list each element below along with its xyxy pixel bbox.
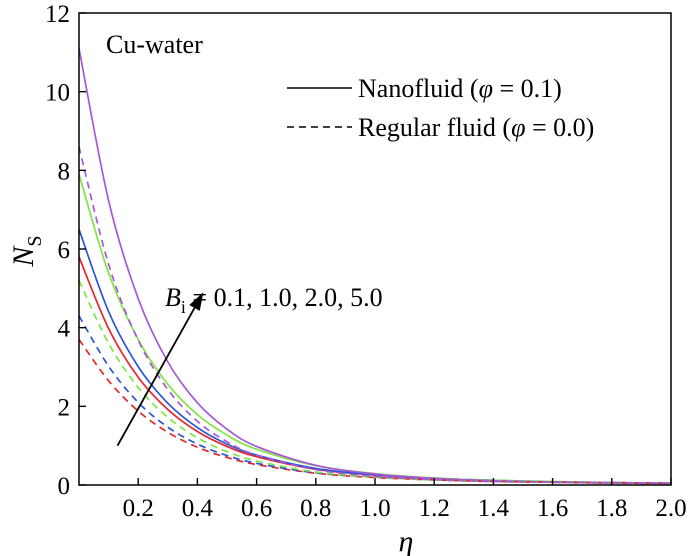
x-tick-label: 2.0 xyxy=(655,495,686,522)
series-line-bi-5-0-dashed xyxy=(78,146,672,485)
y-tick-label: 0 xyxy=(58,473,71,500)
y-tick-label: 8 xyxy=(58,158,71,185)
bi-arrow xyxy=(116,292,204,447)
bi-annotation-symbol: B xyxy=(165,283,181,312)
y-tick-label: 4 xyxy=(58,316,71,343)
panel-label: Cu-water xyxy=(106,30,203,59)
legend-label-regular-prefix: Regular fluid ( xyxy=(358,113,511,142)
y-tick-label: 6 xyxy=(58,237,71,264)
ticks-layer: 0.2 0.4 0.6 0.8 1.0 1.2 1.4 1.6 1.8 2.0 0 2 4 6 8 10 12 xyxy=(45,1,687,522)
legend-label-regular-symbol: φ xyxy=(511,113,525,142)
x-axis-title: η xyxy=(399,525,414,556)
y-tick-label: 12 xyxy=(45,1,70,28)
y-tick-label: 10 xyxy=(45,80,70,107)
legend-label-nanofluid: Nanofluid (φ = 0.1) xyxy=(358,74,562,103)
legend-label-nanofluid-symbol: φ xyxy=(479,74,493,103)
x-tick-label: 1.6 xyxy=(537,495,568,522)
y-axis-title: NS xyxy=(7,235,46,267)
bi-annotation-text: = 0.1, 1.0, 2.0, 5.0 xyxy=(186,283,383,312)
y-axis-title-main: N xyxy=(7,245,40,268)
legend-label-regular: Regular fluid (φ = 0.0) xyxy=(358,113,594,142)
legend-label-nanofluid-prefix: Nanofluid ( xyxy=(358,74,479,103)
x-tick-label: 0.4 xyxy=(182,495,214,522)
legend-label-regular-suffix: = 0.0) xyxy=(525,113,594,142)
x-tick-label: 0.8 xyxy=(300,495,331,522)
x-tick-label: 1.0 xyxy=(359,495,390,522)
x-tick-label: 0.6 xyxy=(241,495,272,522)
x-tick-label: 1.2 xyxy=(419,495,450,522)
series-line-bi-1-0-dashed xyxy=(78,315,672,485)
x-tick-label: 1.8 xyxy=(596,495,627,522)
y-tick-label: 2 xyxy=(58,394,71,421)
y-axis-title-sub: S xyxy=(24,235,46,246)
legend-label-nanofluid-suffix: = 0.1) xyxy=(493,74,562,103)
bi-annotation: Bi = 0.1, 1.0, 2.0, 5.0 xyxy=(165,283,383,317)
series-line-bi-2-0-solid xyxy=(78,174,672,484)
x-tick-label: 1.4 xyxy=(478,495,510,522)
bi-annotation-sub: i xyxy=(181,297,186,317)
x-tick-label: 0.2 xyxy=(123,495,154,522)
bi-arrow-shaft xyxy=(116,307,196,447)
legend: Nanofluid (φ = 0.1) Regular fluid (φ = 0… xyxy=(287,74,594,142)
bi-arrow-head xyxy=(189,292,204,311)
